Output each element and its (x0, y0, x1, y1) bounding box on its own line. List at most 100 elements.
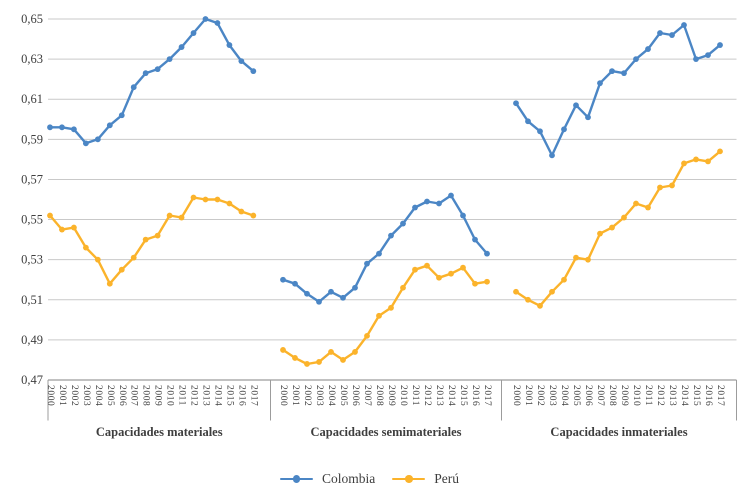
data-point-marker (448, 192, 454, 199)
data-point-marker (412, 204, 418, 211)
data-point-marker (669, 182, 675, 189)
data-point-marker (400, 220, 406, 227)
x-axis-year-label: 2013 (667, 385, 677, 406)
data-point-marker (352, 284, 358, 291)
x-axis-year-label: 2010 (631, 385, 641, 406)
data-point-marker (597, 80, 603, 87)
x-axis-year-label: 2011 (410, 385, 420, 406)
x-axis-year-label: 2014 (679, 385, 689, 406)
data-point-marker (328, 288, 334, 295)
panel-caption: Capacidades semimateriales (310, 425, 461, 439)
x-axis-year-label: 2017 (482, 385, 492, 406)
x-axis-year-label: 2007 (129, 385, 139, 406)
data-point-marker (304, 290, 310, 297)
data-point-marker (376, 312, 382, 319)
peru-line-marker-icon (392, 475, 426, 483)
series-line-peru (514, 150, 722, 307)
data-point-marker (681, 160, 687, 167)
data-point-marker (304, 361, 310, 367)
colombia-legend-dot (293, 475, 301, 483)
data-point-marker (400, 284, 406, 291)
data-point-marker (238, 58, 245, 65)
data-point-marker (214, 20, 221, 26)
x-axis-year-label: 2017 (248, 385, 258, 406)
legend-label-colombia: Colombia (322, 471, 376, 486)
x-axis-year-label: 2009 (386, 385, 396, 406)
data-point-marker (549, 152, 555, 159)
data-point-marker (609, 68, 615, 75)
x-axis-year-label: 2013 (434, 385, 444, 406)
data-point-marker (388, 232, 394, 239)
x-axis-year-label: 2016 (470, 385, 480, 406)
data-point-marker (292, 355, 298, 361)
data-point-marker (226, 42, 233, 48)
colombia-line-marker-icon (280, 475, 313, 483)
data-point-marker (364, 332, 370, 339)
x-axis-year-label: 2000 (278, 385, 288, 406)
data-point-marker (669, 32, 675, 38)
data-point-marker (633, 200, 639, 207)
data-point-marker (202, 16, 209, 22)
data-point-marker (537, 302, 543, 309)
x-axis-year-label: 2001 (290, 385, 300, 406)
data-point-marker (597, 230, 603, 237)
data-point-marker (166, 212, 173, 219)
x-axis-year-label: 2005 (571, 385, 581, 406)
data-point-marker (130, 84, 137, 91)
data-point-marker (412, 266, 418, 273)
x-axis-year-label: 2005 (105, 385, 115, 406)
data-point-marker (561, 126, 567, 133)
data-point-marker (250, 68, 257, 75)
data-point-marker (525, 118, 531, 125)
x-axis-year-label: 2000 (45, 385, 55, 406)
data-point-marker (645, 46, 651, 52)
data-point-marker (549, 288, 555, 295)
data-point-marker (484, 278, 490, 285)
data-point-marker (292, 280, 298, 287)
panel-caption: Capacidades materiales (96, 425, 223, 439)
y-axis-tick-label: 0,49 (21, 333, 43, 347)
x-axis-year-label: 2012 (189, 385, 199, 406)
x-axis-year-label: 2012 (655, 385, 665, 406)
data-point-marker (561, 276, 567, 283)
y-axis-tick-label: 0,59 (21, 132, 43, 146)
x-axis-year-label: 2004 (326, 385, 336, 406)
x-axis-year-label: 2007 (362, 385, 372, 406)
data-point-marker (47, 124, 53, 131)
x-axis-year-label: 2004 (559, 385, 569, 406)
data-point-marker (693, 156, 699, 163)
data-point-marker (424, 198, 430, 205)
y-axis-tick-label: 0,55 (21, 213, 43, 227)
data-point-marker (340, 294, 346, 301)
data-point-marker (585, 114, 591, 121)
data-point-marker (513, 288, 519, 295)
data-point-marker (59, 124, 65, 131)
x-axis-year-label: 2008 (607, 385, 617, 406)
data-point-marker (513, 100, 519, 107)
data-point-marker (142, 236, 149, 243)
x-axis-year-label: 2014 (446, 385, 456, 406)
data-point-marker (657, 30, 663, 36)
legend-item-colombia: Colombia (280, 471, 375, 487)
x-axis-year-label: 2006 (583, 385, 593, 406)
x-axis-year-label: 2003 (547, 385, 557, 406)
x-axis-year-label: 2006 (350, 385, 360, 406)
data-point-marker (316, 359, 322, 365)
data-point-marker (59, 226, 65, 233)
x-axis-year-label: 2016 (703, 385, 713, 406)
data-point-marker (118, 112, 125, 119)
data-point-marker (280, 347, 286, 353)
data-point-marker (328, 349, 334, 355)
data-point-marker (71, 126, 77, 133)
data-point-marker (681, 22, 687, 28)
series-line-colombia (514, 23, 722, 157)
x-axis-year-label: 2012 (422, 385, 432, 406)
data-point-marker (717, 42, 723, 48)
x-axis-year-label: 2015 (224, 385, 234, 406)
y-axis-tick-label: 0,53 (21, 253, 43, 267)
x-axis-year-label: 2002 (535, 385, 545, 406)
data-point-marker (436, 274, 442, 281)
y-axis-tick-label: 0,57 (21, 172, 43, 186)
legend-label-peru: Perú (434, 471, 459, 486)
data-point-marker (118, 266, 125, 273)
